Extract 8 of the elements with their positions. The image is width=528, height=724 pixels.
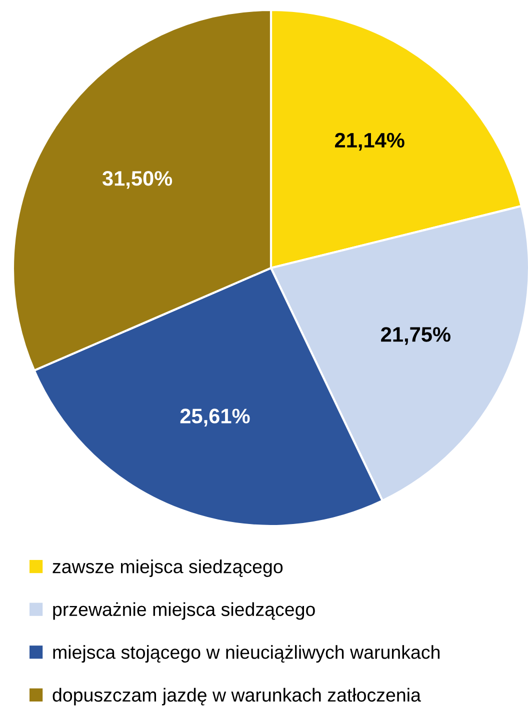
data-label: 31,50%: [102, 171, 172, 189]
legend-label: przeważnie miejsca siedzącego: [53, 602, 315, 620]
data-label: 25,61%: [180, 408, 250, 426]
legend-label: zawsze miejsca siedzącego: [52, 560, 283, 577]
data-label: 21,75%: [381, 327, 450, 345]
legend-label: dopuszczam jazdę w warunkach zatłoczenia: [52, 688, 421, 706]
legend-label: miejsca stojącego w nieuciążliwych warunkach: [53, 645, 440, 663]
data-label: 21,14%: [334, 132, 404, 151]
